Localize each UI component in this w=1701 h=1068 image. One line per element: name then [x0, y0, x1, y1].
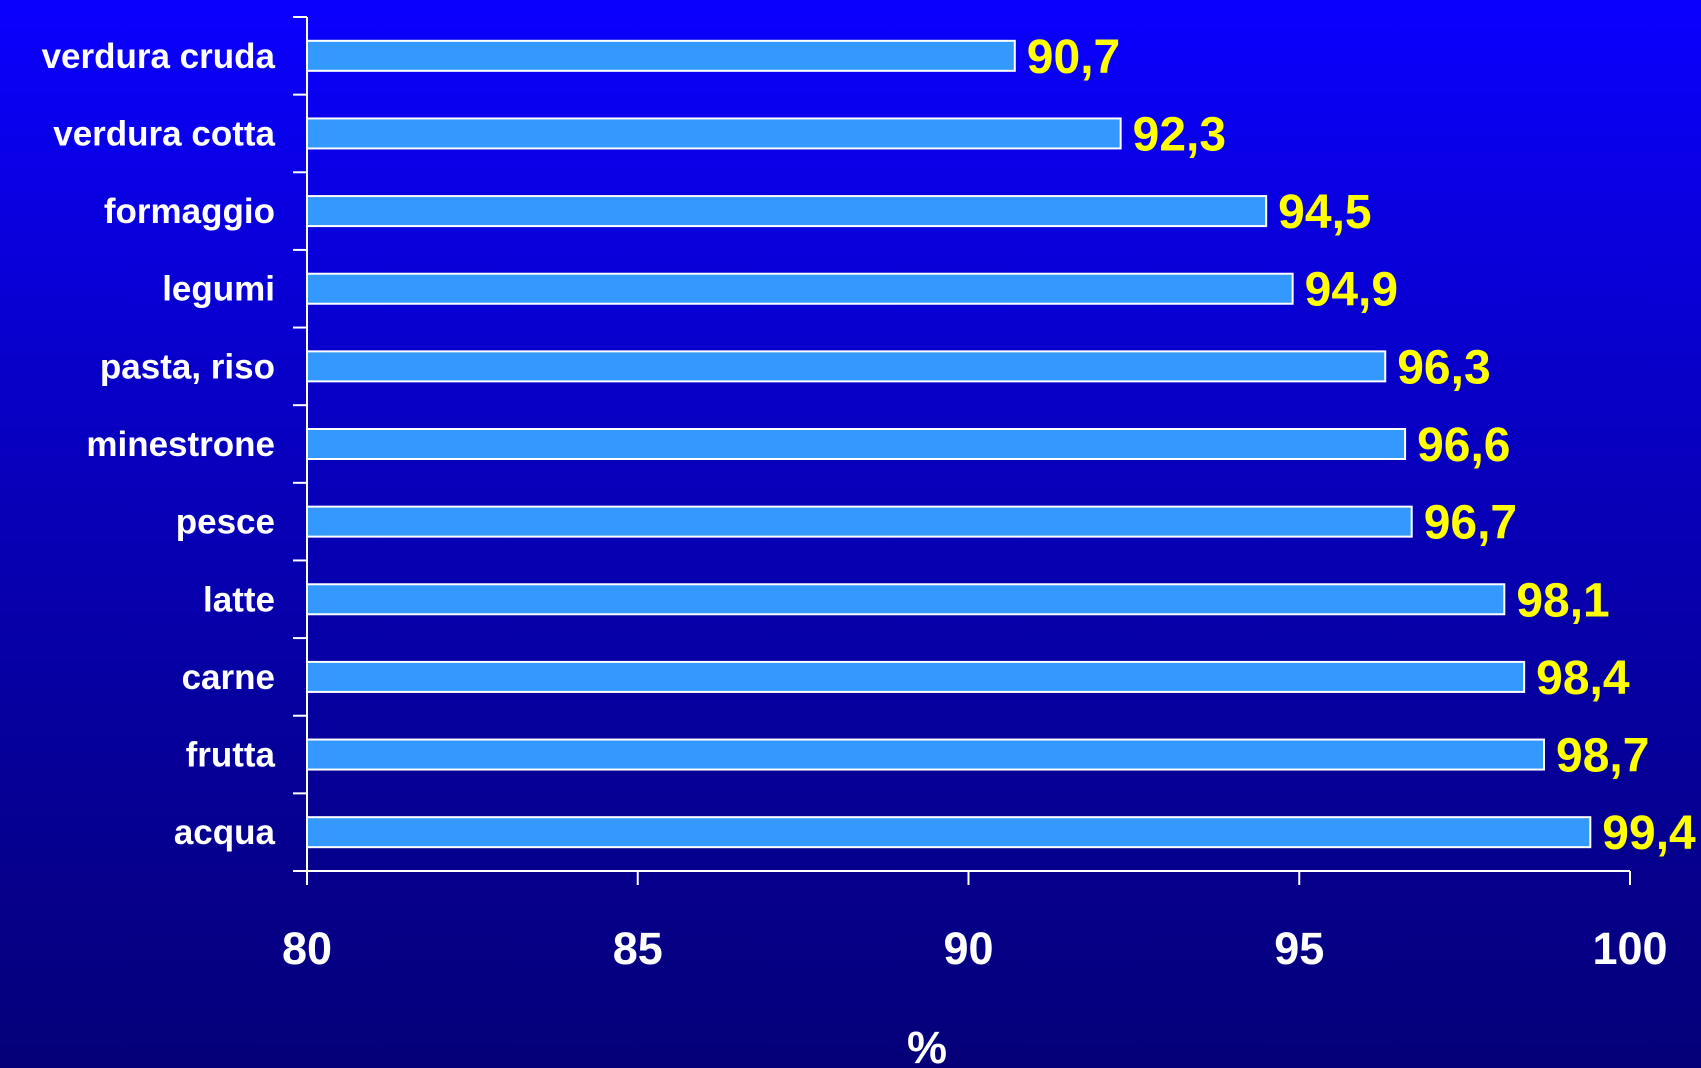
- value-label: 96,6: [1417, 419, 1510, 472]
- bar: [306, 39, 1016, 72]
- bars-layer: [306, 39, 1592, 849]
- bar: [306, 738, 1546, 771]
- bar: [306, 505, 1413, 538]
- x-tick-label: 85: [613, 923, 663, 974]
- bar: [306, 660, 1526, 693]
- value-label: 98,7: [1556, 730, 1649, 783]
- category-label: verdura cruda: [42, 37, 276, 76]
- category-label: verdura cotta: [53, 114, 275, 153]
- value-label: 98,4: [1536, 652, 1630, 705]
- x-axis-title: %: [907, 1022, 947, 1068]
- value-label: 96,3: [1397, 341, 1490, 394]
- bar: [306, 272, 1294, 305]
- value-label: 96,7: [1424, 497, 1517, 550]
- bar: [306, 583, 1506, 616]
- category-label: pasta, riso: [100, 347, 275, 386]
- category-label: pesce: [176, 503, 275, 542]
- category-label: acqua: [174, 813, 276, 852]
- category-label: frutta: [186, 736, 276, 775]
- x-tick-label: 80: [282, 923, 332, 974]
- category-label: formaggio: [104, 192, 275, 231]
- value-label: 94,9: [1305, 264, 1398, 317]
- category-label: carne: [182, 658, 275, 697]
- labels-layer: 80 85 90 95 100 verdura cruda 90,7 verdura cott…: [42, 31, 1696, 974]
- bar: [306, 195, 1268, 228]
- x-tick-label: 100: [1592, 923, 1667, 974]
- value-label: 90,7: [1027, 31, 1120, 84]
- bar: [306, 117, 1122, 150]
- bar: [306, 816, 1592, 849]
- value-label: 92,3: [1133, 108, 1226, 161]
- category-label: latte: [203, 580, 275, 619]
- x-tick-label: 90: [943, 923, 993, 974]
- axis-layer: [293, 16, 1631, 885]
- category-label: legumi: [162, 270, 275, 309]
- value-label: 99,4: [1602, 807, 1696, 860]
- x-tick-label: 95: [1274, 923, 1324, 974]
- category-label: minestrone: [86, 425, 275, 464]
- bar: [306, 350, 1387, 383]
- value-label: 98,1: [1516, 574, 1609, 627]
- value-label: 94,5: [1278, 186, 1371, 239]
- bar: [306, 428, 1407, 460]
